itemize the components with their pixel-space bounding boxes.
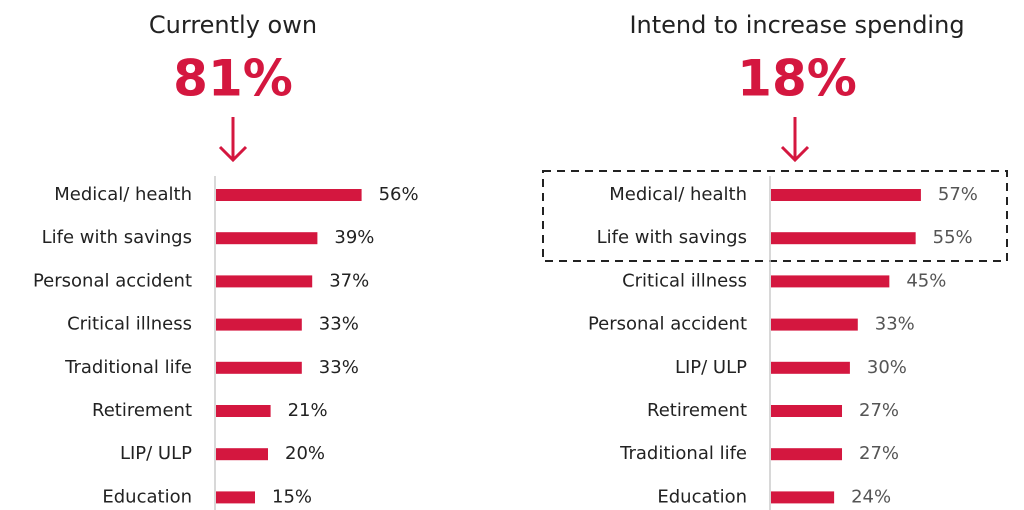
highlight-box bbox=[542, 170, 1008, 262]
category-label: LIP/ ULP bbox=[120, 443, 192, 464]
category-label: Critical illness bbox=[67, 314, 192, 335]
category-label: Personal accident bbox=[33, 270, 192, 291]
bar bbox=[771, 232, 916, 245]
bar bbox=[771, 318, 858, 331]
bar bbox=[771, 448, 843, 461]
value-label: 30% bbox=[867, 357, 907, 378]
value-label: 55% bbox=[933, 227, 973, 248]
headline: 81% bbox=[173, 50, 293, 108]
value-label: 37% bbox=[329, 270, 369, 291]
bar bbox=[771, 491, 835, 504]
category-label: Critical illness bbox=[622, 270, 747, 291]
category-label: Medical/ health bbox=[54, 184, 192, 205]
category-label: Retirement bbox=[647, 400, 747, 421]
bar bbox=[771, 361, 850, 374]
bar bbox=[216, 448, 268, 461]
value-label: 15% bbox=[272, 486, 312, 507]
category-label: Medical/ health bbox=[609, 184, 747, 205]
arrow bbox=[218, 117, 810, 163]
bar bbox=[216, 361, 302, 374]
value-label: 20% bbox=[285, 443, 325, 464]
value-label: 24% bbox=[851, 486, 891, 507]
bar bbox=[216, 232, 318, 245]
category-label: Education bbox=[657, 486, 747, 507]
category-label: Retirement bbox=[92, 400, 192, 421]
chart-title: Currently own bbox=[149, 11, 317, 39]
category-label: Traditional life bbox=[64, 357, 192, 378]
bar bbox=[771, 405, 843, 417]
chart-title: Intend to increase spending bbox=[629, 11, 964, 39]
bar bbox=[771, 189, 921, 201]
value-label: 33% bbox=[319, 357, 359, 378]
value-label: 39% bbox=[334, 227, 374, 248]
value-label: 27% bbox=[859, 443, 899, 464]
category-label: LIP/ ULP bbox=[675, 357, 747, 378]
bar bbox=[216, 189, 362, 201]
category-label: Life with savings bbox=[597, 227, 747, 248]
value-label: 27% bbox=[859, 400, 899, 421]
bar bbox=[771, 275, 890, 288]
value-label: 21% bbox=[288, 400, 328, 421]
category-label: Traditional life bbox=[619, 443, 747, 464]
bar bbox=[216, 491, 255, 504]
value-label: 45% bbox=[906, 270, 946, 291]
bar bbox=[216, 318, 302, 331]
value-label: 33% bbox=[319, 314, 359, 335]
category-label: Life with savings bbox=[42, 227, 192, 248]
value-label: 57% bbox=[938, 184, 978, 205]
bar bbox=[216, 275, 313, 288]
bar bbox=[216, 405, 271, 417]
value-label: 33% bbox=[875, 314, 915, 335]
headline: 18% bbox=[737, 50, 857, 108]
category-label: Education bbox=[102, 486, 192, 507]
category-label: Personal accident bbox=[588, 314, 747, 335]
value-label: 56% bbox=[379, 184, 419, 205]
